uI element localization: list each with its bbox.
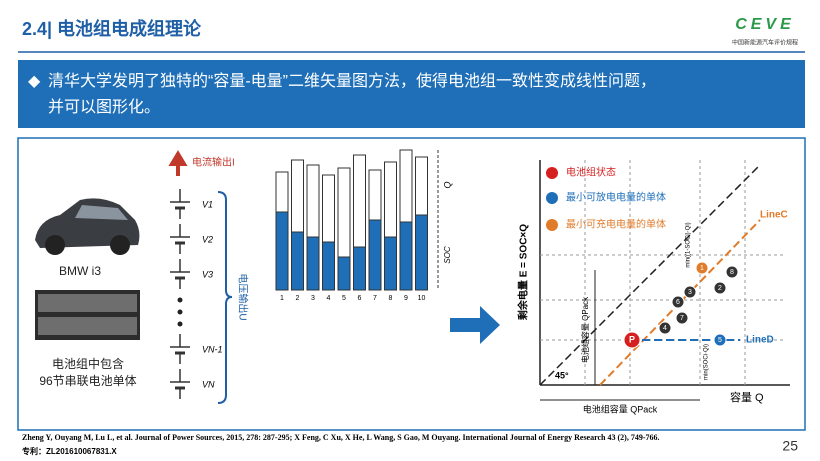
cell-point-label: 3 [688, 289, 692, 296]
banner [18, 60, 805, 128]
cells [170, 189, 190, 399]
cell-point-label: 8 [730, 269, 734, 276]
soc-label: SOC [443, 246, 452, 264]
line-c-label: LineC [760, 210, 788, 221]
cell-point-label: 6 [676, 299, 680, 306]
banner-line: 并可以图形化。 [48, 98, 160, 116]
cell-label: V1 [202, 199, 213, 209]
cell-point [675, 311, 689, 325]
car-label: BMW i3 [59, 264, 101, 278]
line-d-label: LineD [746, 335, 774, 346]
bar-fill [368, 219, 382, 291]
cell-point [713, 281, 727, 295]
cell-point-label: 1 [700, 265, 704, 272]
logo-sub: 中国新能源汽车评价规程 [732, 39, 798, 47]
current-label: 电流输出I [192, 156, 235, 169]
refs: Zheng Y, Ouyang M, Lu L, et al. Journal … [22, 433, 660, 442]
pack-y: 电池组容量 QPack [580, 296, 590, 363]
points: 1 2 3 4 5 6 7 8 P [623, 261, 739, 349]
cell-point [683, 285, 697, 299]
min-d: min(SOCi·Qi) [704, 344, 710, 380]
dot [177, 321, 183, 327]
banner-line: 清华大学发明了独特的“容量-电量”二维矢量图方法，使得电池组一致性变成线性问题， [48, 72, 656, 90]
cell-label: VN [202, 379, 215, 389]
brace [217, 191, 233, 404]
dot [177, 309, 183, 315]
logo: CEVE [735, 16, 795, 33]
cell-point [695, 261, 709, 275]
cell-point-label: 5 [718, 337, 722, 344]
bar-label: 3 [311, 295, 315, 302]
min-c: min((1-SOCi)·Qi) [686, 222, 692, 267]
angle: 45° [555, 370, 569, 380]
bar-label: 10 [418, 295, 426, 302]
legend-marker [546, 192, 558, 204]
bar-label: 2 [296, 295, 300, 302]
bar-fill [337, 256, 351, 291]
bar-label: 4 [327, 295, 331, 302]
legend-text: 最小可放电电量的单体 [566, 191, 666, 204]
note: 电池组中包含 [52, 356, 124, 371]
bar-label: 1 [280, 295, 284, 302]
voltage-label: 电压输出U [236, 273, 249, 320]
diagonal [539, 164, 761, 386]
note: 96节串联电池单体 [39, 374, 136, 388]
pack-point [623, 331, 641, 349]
legend-marker [546, 167, 558, 179]
title: 2.4| 电池组电成组理论 [22, 18, 202, 39]
bar-label: 7 [373, 295, 377, 302]
bar-diagram: 1 2 3 4 5 6 7 8 9 10 [275, 149, 428, 302]
bar-label: 9 [404, 295, 408, 302]
dot [177, 297, 183, 303]
cell-point-label: 4 [663, 325, 667, 332]
pack-point-label: P [629, 334, 635, 344]
q-label: Q [442, 181, 452, 188]
patent: 专利：ZL201610067831.X [22, 446, 117, 456]
bar-fill [384, 236, 397, 291]
bar-fill [399, 221, 413, 291]
arrow [450, 306, 500, 344]
cell-point [725, 265, 739, 279]
bar-fill [322, 241, 335, 291]
cell-point-label: 7 [680, 315, 684, 322]
bar-label: 6 [358, 295, 362, 302]
bar-fill [306, 236, 320, 291]
x-axis-label: 容量 Q [730, 390, 764, 404]
cell-label: V2 [202, 234, 213, 244]
current-arrow [168, 150, 188, 176]
cell-point-label: 2 [718, 285, 722, 292]
legend-marker [546, 219, 558, 231]
cell-point [658, 321, 672, 335]
battery-image [35, 290, 140, 340]
bar-fill [415, 214, 428, 291]
legend-text: 最小可充电电量的单体 [566, 218, 666, 231]
car-image [35, 198, 140, 255]
y-axis-label: 剩余电量 E = SOC×Q [517, 224, 530, 320]
page-number: 25 [782, 438, 798, 454]
pack-x: 电池组容量 QPack [583, 403, 658, 414]
cell-point [713, 333, 727, 347]
cell-label: V3 [202, 269, 213, 279]
bar-fill [275, 211, 289, 291]
legend-text: 电池组状态 [566, 166, 616, 179]
bullet: ◆ [28, 73, 41, 90]
cell-label: VN-1 [202, 344, 223, 354]
bar-label: 5 [342, 295, 346, 302]
bar-fill [291, 231, 304, 291]
bar-label: 8 [389, 295, 393, 302]
cell-point [671, 295, 685, 309]
bar-fill [353, 246, 366, 291]
